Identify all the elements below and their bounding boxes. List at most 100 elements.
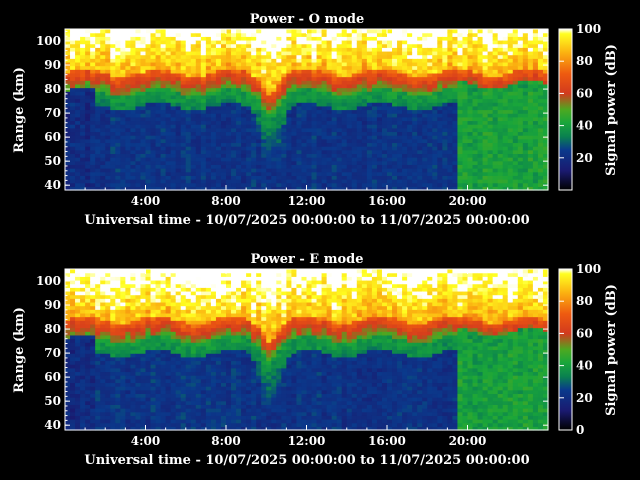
- heatmap-cell: [422, 153, 428, 158]
- heatmap-cell: [200, 47, 207, 52]
- heatmap-cell: [492, 157, 499, 162]
- heatmap-cell: [170, 102, 177, 107]
- heatmap-cell: [361, 131, 368, 136]
- heatmap-cell: [105, 157, 111, 162]
- heatmap-cell: [512, 131, 519, 136]
- heatmap-cell: [100, 411, 106, 416]
- heatmap-cell: [351, 98, 358, 103]
- heatmap-cell: [130, 127, 137, 133]
- heatmap-cell: [371, 182, 378, 187]
- heatmap-cell: [95, 131, 101, 136]
- heatmap-cell: [85, 135, 91, 140]
- heatmap-cell: [271, 160, 277, 165]
- heatmap-cell: [296, 146, 303, 151]
- heatmap-cell: [145, 168, 152, 173]
- heatmap-cell: [215, 39, 222, 45]
- heatmap-cell: [276, 142, 282, 147]
- heatmap-cell: [125, 69, 132, 74]
- heatmap-cell: [326, 160, 333, 165]
- heatmap-cell: [397, 36, 403, 41]
- heatmap-cell: [376, 69, 383, 74]
- heatmap-cell: [80, 269, 86, 274]
- heatmap-cell: [306, 186, 313, 191]
- heatmap-cell: [95, 349, 101, 354]
- heatmap-cell: [412, 39, 418, 45]
- heatmap-cell: [195, 58, 202, 63]
- heatmap-cell: [412, 113, 418, 118]
- heatmap-cell: [110, 102, 116, 107]
- heatmap-cell: [522, 116, 529, 122]
- heatmap-cell: [105, 353, 111, 358]
- heatmap-cell: [80, 371, 86, 376]
- heatmap-cell: [256, 29, 262, 34]
- heatmap-cell: [210, 105, 217, 111]
- heatmap-cell: [462, 105, 469, 111]
- heatmap-cell: [356, 61, 363, 67]
- heatmap-cell: [261, 32, 267, 37]
- heatmap-cell: [356, 182, 363, 187]
- heatmap-cell: [110, 360, 116, 365]
- heatmap-cell: [125, 98, 132, 103]
- heatmap-cell: [311, 29, 318, 34]
- heatmap-cell: [366, 29, 373, 34]
- heatmap-cell: [502, 80, 509, 85]
- heatmap-cell: [70, 342, 76, 347]
- heatmap-cell: [537, 69, 544, 74]
- heatmap-cell: [281, 113, 287, 118]
- heatmap-cell: [497, 131, 504, 136]
- heatmap-cell: [75, 47, 81, 52]
- heatmap-cell: [301, 109, 308, 114]
- heatmap-cell: [422, 105, 428, 111]
- heatmap-cell: [402, 135, 408, 140]
- heatmap-cell: [155, 39, 162, 45]
- heatmap-cell: [220, 138, 227, 144]
- heatmap-cell: [95, 309, 101, 314]
- heatmap-cell: [65, 98, 71, 103]
- heatmap-cell: [487, 138, 494, 144]
- heatmap-cell: [487, 98, 494, 103]
- heatmap-cell: [291, 72, 298, 78]
- heatmap-cell: [241, 76, 247, 81]
- heatmap-cell: [115, 102, 121, 107]
- heatmap-cell: [110, 32, 116, 37]
- heatmap-cell: [155, 182, 162, 187]
- heatmap-cell: [296, 65, 303, 70]
- heatmap-cell: [402, 157, 408, 162]
- heatmap-cell: [135, 138, 142, 144]
- heatmap-cell: [130, 94, 137, 100]
- heatmap-cell: [130, 338, 137, 343]
- heatmap-cell: [276, 124, 282, 129]
- heatmap-cell: [452, 113, 459, 118]
- heatmap-cell: [215, 47, 222, 52]
- heatmap-cell: [527, 32, 534, 37]
- heatmap-cell: [301, 164, 308, 169]
- heatmap-cell: [135, 283, 142, 288]
- heatmap-cell: [346, 61, 353, 67]
- heatmap-cell: [80, 349, 86, 354]
- heatmap-cell: [326, 69, 333, 74]
- heatmap-cell: [402, 54, 408, 59]
- heatmap-cell: [482, 142, 489, 147]
- heatmap-cell: [452, 157, 459, 162]
- heatmap-cell: [150, 39, 157, 45]
- heatmap-cell: [497, 105, 504, 111]
- heatmap-cell: [371, 98, 378, 103]
- heatmap-cell: [381, 135, 388, 140]
- heatmap-cell: [527, 171, 534, 176]
- heatmap-cell: [442, 186, 448, 191]
- heatmap-cell: [512, 116, 519, 122]
- heatmap-cell: [522, 39, 529, 45]
- heatmap-cell: [502, 138, 509, 144]
- heatmap-cell: [135, 43, 142, 48]
- heatmap-cell: [422, 94, 428, 100]
- heatmap-cell: [366, 153, 373, 158]
- heatmap-cell: [115, 290, 121, 296]
- heatmap-cell: [215, 105, 222, 111]
- heatmap-cell: [487, 175, 494, 180]
- heatmap-cell: [351, 186, 358, 191]
- heatmap-cell: [427, 124, 433, 129]
- heatmap-cell: [371, 157, 378, 162]
- heatmap-cell: [170, 47, 177, 52]
- heatmap-cell: [522, 80, 529, 85]
- heatmap-cell: [70, 305, 76, 310]
